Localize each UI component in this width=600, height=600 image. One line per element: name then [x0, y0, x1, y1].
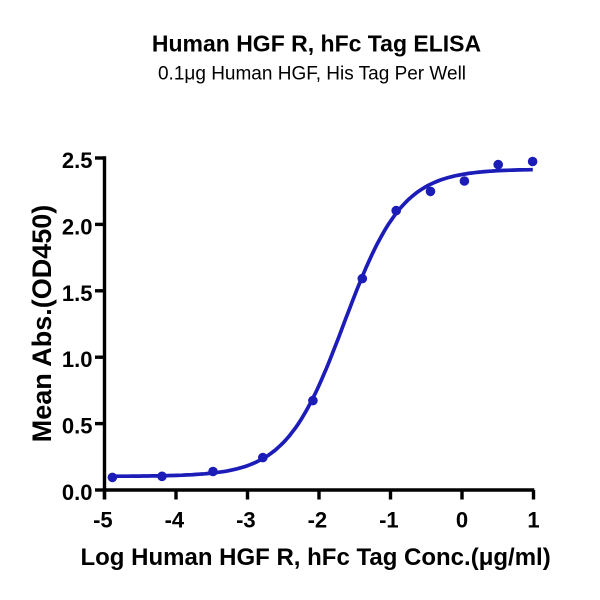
svg-text:Human HGF R, hFc Tag ELISA: Human HGF R, hFc Tag ELISA	[152, 31, 481, 57]
svg-text:0.5: 0.5	[62, 414, 93, 439]
svg-text:1.5: 1.5	[62, 281, 93, 306]
svg-text:2.5: 2.5	[62, 148, 93, 173]
svg-text:-2: -2	[308, 508, 328, 533]
svg-text:0: 0	[456, 508, 468, 533]
svg-text:Mean Abs.(OD450): Mean Abs.(OD450)	[27, 205, 57, 443]
svg-text:2.0: 2.0	[62, 214, 93, 239]
svg-text:0.1μg Human HGF, His Tag Per W: 0.1μg Human HGF, His Tag Per Well	[158, 64, 466, 85]
svg-text:1: 1	[527, 508, 539, 533]
svg-text:Log Human HGF R, hFc Tag Conc.: Log Human HGF R, hFc Tag Conc.(μg/ml)	[80, 544, 550, 571]
svg-text:1.0: 1.0	[62, 347, 93, 372]
svg-text:-5: -5	[93, 508, 113, 533]
svg-text:0.0: 0.0	[62, 480, 93, 505]
svg-text:-1: -1	[379, 508, 399, 533]
svg-text:-4: -4	[165, 508, 185, 533]
svg-text:-3: -3	[236, 508, 256, 533]
